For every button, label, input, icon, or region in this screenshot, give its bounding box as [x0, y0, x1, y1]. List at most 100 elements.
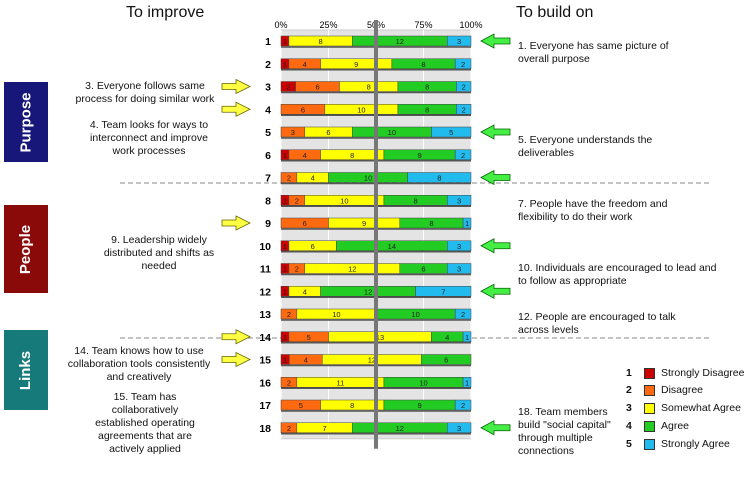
category-label: 14	[259, 332, 271, 344]
green-arrow-icon	[480, 169, 511, 186]
note-left-4: 4. Team looks for ways to interconnect a…	[89, 119, 209, 157]
data-label: 2	[295, 196, 299, 205]
bar-segment	[462, 377, 472, 388]
data-label: 7	[322, 424, 326, 433]
legend-item: 4 Agree	[626, 419, 689, 433]
legend-item: 3 Somewhat Agree	[626, 401, 741, 415]
yellow-arrow-icon	[221, 78, 251, 95]
data-label: 8	[425, 83, 429, 92]
data-label: 10	[364, 174, 372, 183]
data-label: 8	[367, 83, 371, 92]
data-label: 2	[295, 265, 299, 274]
legend-number: 2	[626, 384, 632, 396]
bar-segment	[454, 149, 472, 160]
data-label: 1	[283, 356, 287, 365]
bar-segment	[447, 422, 472, 433]
data-label: 11	[336, 378, 344, 387]
data-label: 6	[311, 242, 315, 251]
legend-swatch	[644, 367, 655, 379]
reference-line-50	[374, 20, 378, 449]
bar-segment	[431, 126, 472, 138]
legend-label: Somewhat Agree	[661, 402, 741, 414]
data-label: 4	[445, 333, 449, 342]
legend-number: 5	[626, 438, 632, 450]
data-label: 9	[354, 60, 358, 69]
section-tab-purpose: Purpose	[4, 82, 48, 162]
bar-segment	[454, 399, 472, 411]
data-label: 8	[421, 60, 425, 69]
data-label: 4	[311, 174, 315, 183]
data-label: 10	[419, 378, 427, 387]
data-label: 1	[283, 37, 287, 46]
data-label: 10	[411, 310, 419, 319]
data-label: 4	[303, 151, 307, 160]
note-right-18: 18. Team members build "social capital" …	[518, 406, 611, 457]
note-left-14: 14. Team knows how to use collaboration …	[67, 345, 211, 383]
data-label: 2	[461, 60, 465, 69]
yellow-arrow-icon	[221, 215, 251, 231]
category-label: 15	[259, 355, 271, 367]
legend-label: Strongly Disagree	[661, 367, 745, 379]
bar-segment	[462, 331, 472, 342]
data-label: 6	[326, 128, 330, 137]
data-label: 1	[465, 333, 469, 342]
data-label: 2	[461, 310, 465, 319]
category-label: 9	[265, 218, 271, 230]
note-right-1: 1. Everyone has same picture of overall …	[518, 40, 669, 65]
data-label: 12	[396, 37, 404, 46]
bar-segment	[447, 263, 472, 274]
green-arrow-icon	[480, 33, 511, 49]
bar-segment	[462, 217, 472, 229]
data-label: 5	[449, 128, 453, 137]
right-header: To build on	[516, 4, 594, 21]
category-label: 2	[265, 59, 271, 71]
data-label: 10	[357, 105, 365, 114]
section-tab-people: People	[4, 205, 48, 293]
green-arrow-icon	[480, 283, 511, 299]
category-label: 3	[265, 82, 271, 94]
bar-segment	[447, 195, 472, 206]
category-label: 5	[265, 127, 271, 139]
legend-item: 1 Strongly Disagree	[626, 366, 744, 380]
data-label: 10	[340, 196, 348, 205]
data-label: 9	[417, 151, 421, 160]
bar-segment	[454, 308, 472, 320]
data-label: 10	[332, 310, 340, 319]
left-header: To improve	[126, 4, 205, 21]
data-label: 2	[462, 105, 466, 114]
green-arrow-icon	[480, 238, 511, 254]
data-label: 5	[299, 401, 303, 410]
data-label: 6	[315, 83, 319, 92]
data-label: 8	[350, 401, 354, 410]
data-label: 1	[283, 265, 287, 274]
data-label: 4	[303, 287, 307, 296]
data-label: 6	[421, 265, 425, 274]
note-left-3: 3. Everyone follows same process for doi…	[75, 80, 215, 105]
yellow-arrow-icon	[221, 329, 251, 345]
data-label: 3	[457, 242, 461, 251]
bar-segment	[407, 172, 472, 183]
legend-swatch	[644, 384, 655, 396]
bar-segment	[447, 240, 472, 251]
category-label: 7	[265, 173, 271, 185]
note-left-9: 9. Leadership widely distributed and shi…	[103, 234, 215, 272]
data-label: 4	[303, 60, 307, 69]
data-label: 12	[396, 424, 404, 433]
x-tick-label: 0%	[274, 20, 287, 30]
data-label: 2	[287, 310, 291, 319]
data-label: 2	[462, 83, 466, 92]
data-label: 9	[417, 401, 421, 410]
legend-number: 4	[626, 420, 632, 432]
category-label: 1	[265, 36, 271, 48]
data-label: 8	[437, 174, 441, 183]
x-tick-label: 100%	[459, 20, 482, 30]
data-label: 2	[461, 151, 465, 160]
data-label: 10	[388, 128, 396, 137]
category-label: 16	[259, 377, 271, 389]
note-right-5: 5. Everyone understands the deliverables	[518, 134, 653, 159]
data-label: 8	[350, 151, 354, 160]
data-label: 8	[318, 37, 322, 46]
data-label: 2	[461, 401, 465, 410]
data-label: 3	[457, 196, 461, 205]
